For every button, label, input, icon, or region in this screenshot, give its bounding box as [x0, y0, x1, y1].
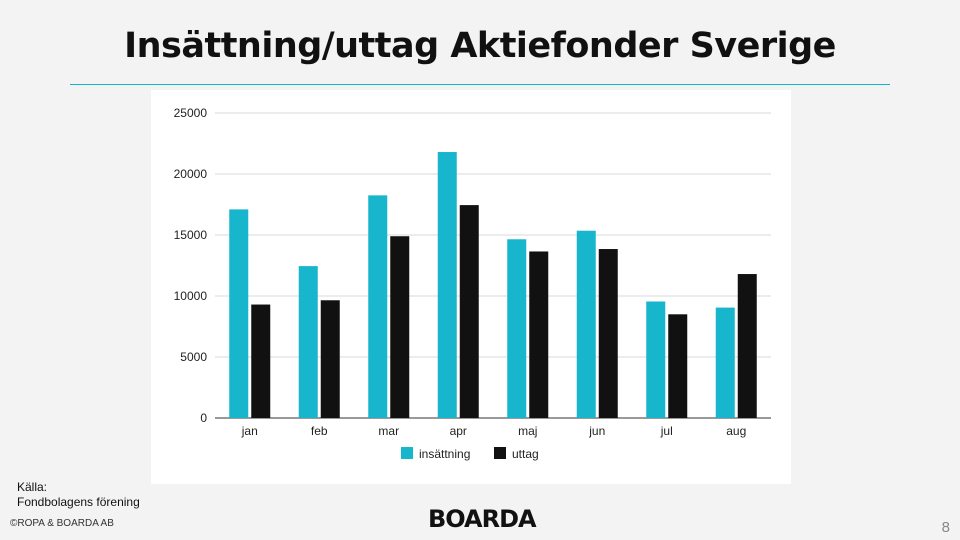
- x-tick-label: jun: [588, 424, 605, 438]
- page-number: 8: [941, 519, 950, 536]
- y-tick-label: 10000: [174, 289, 208, 303]
- boarda-logo: BOARDA: [428, 505, 537, 533]
- slide-title: Insättning/uttag Aktiefonder Sverige: [124, 26, 836, 66]
- source-note: Källa: Fondbolagens förening: [17, 480, 140, 510]
- title-divider: [70, 84, 890, 85]
- copyright-text: ©ROPA & BOARDA AB: [10, 518, 114, 529]
- bar-insattning-jan: [229, 209, 249, 418]
- x-tick-label: apr: [450, 424, 467, 438]
- bar-uttag-jan: [251, 304, 271, 418]
- bar-insattning-maj: [507, 239, 527, 418]
- x-tick-label: feb: [311, 424, 328, 438]
- x-tick-label: jan: [241, 424, 258, 438]
- bar-uttag-jun: [598, 249, 618, 418]
- y-tick-label: 20000: [174, 167, 208, 181]
- legend-uttag-label: uttag: [512, 447, 539, 461]
- bar-chart: 0 5000 10000 15000 20000 25000 jan feb mar apr maj…: [174, 106, 771, 461]
- legend-insattning-swatch: [401, 447, 413, 459]
- x-tick-label: maj: [518, 424, 537, 438]
- chart-panel: 0 5000 10000 15000 20000 25000 jan feb mar apr maj…: [151, 90, 791, 484]
- bar-uttag-apr: [459, 205, 479, 418]
- bar-uttag-feb: [320, 300, 340, 418]
- bar-insattning-mar: [368, 195, 388, 418]
- x-tick-label: aug: [726, 424, 746, 438]
- y-tick-label: 0: [200, 411, 207, 425]
- legend-uttag-swatch: [494, 447, 506, 459]
- legend-insattning-label: insättning: [419, 447, 470, 461]
- x-tick-label: jul: [660, 424, 673, 438]
- y-tick-label: 15000: [174, 228, 208, 242]
- bar-uttag-aug: [737, 274, 757, 418]
- bar-uttag-maj: [529, 251, 549, 418]
- bar-insattning-jul: [646, 301, 666, 418]
- bar-insattning-apr: [437, 152, 457, 418]
- bar-insattning-feb: [298, 266, 318, 418]
- bar-uttag-mar: [390, 236, 410, 418]
- bar-insattning-aug: [715, 307, 735, 418]
- bar-insattning-jun: [576, 230, 596, 418]
- source-name: Fondbolagens förening: [17, 495, 140, 509]
- source-label: Källa:: [17, 480, 48, 494]
- bar-uttag-jul: [668, 314, 688, 418]
- x-tick-label: mar: [378, 424, 399, 438]
- y-tick-label: 25000: [174, 106, 208, 120]
- y-tick-label: 5000: [180, 350, 207, 364]
